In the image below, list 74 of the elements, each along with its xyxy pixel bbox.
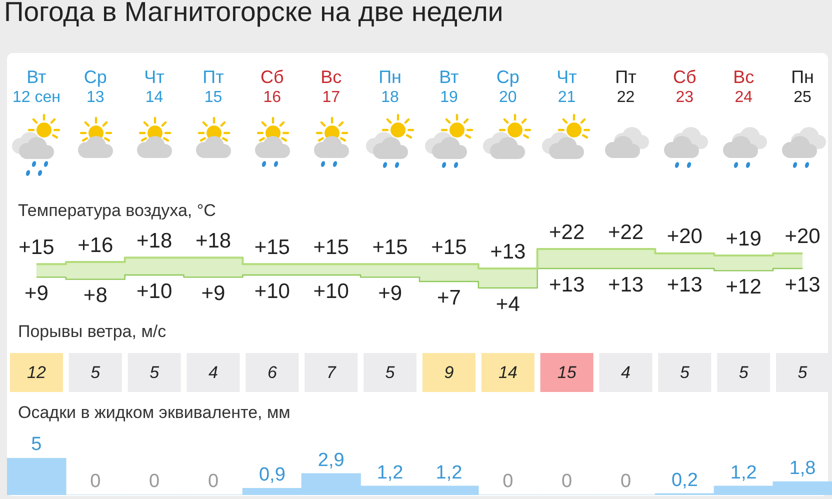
- data-label: +20: [784, 225, 820, 248]
- x-tick-label: Чт 14: [143, 66, 166, 108]
- data-label: +15: [254, 236, 290, 259]
- data-label: 5: [738, 363, 749, 382]
- data-label: 0,2: [671, 470, 698, 491]
- x-tick-label: Пт 22: [614, 66, 638, 108]
- data-label: 2,9: [318, 450, 344, 471]
- x-tick-label: Пн 18: [378, 66, 402, 108]
- data-label: 5: [798, 363, 808, 382]
- chart-title: Погода в Магнитогорске на две недели: [4, 0, 504, 27]
- data-label: 0,9: [258, 464, 286, 486]
- x-tick-label: Вт 12 сен: [11, 66, 62, 108]
- data-label: 0: [149, 471, 160, 492]
- data-label: 0: [620, 471, 632, 492]
- data-label: 0: [562, 471, 572, 492]
- data-label: +8: [83, 284, 108, 308]
- data-label: 0: [502, 471, 514, 492]
- x-tick-label: Сб 16: [260, 66, 285, 108]
- data-label: 1,2: [730, 462, 757, 484]
- data-label: +20: [666, 225, 702, 248]
- data-label: 1,2: [436, 462, 462, 484]
- chart-title: Осадки в жидком эквиваленте, мм: [18, 403, 290, 423]
- data-label: +19: [726, 227, 762, 250]
- data-label: +13: [784, 273, 820, 296]
- data-label: +15: [18, 236, 54, 259]
- x-tick-label: Чт 21: [556, 66, 578, 108]
- data-label: +16: [78, 234, 114, 257]
- data-label: 4: [208, 363, 218, 382]
- data-label: +4: [496, 292, 520, 316]
- data-label: 5: [385, 363, 396, 382]
- data-label: +15: [431, 236, 467, 259]
- x-tick-label: Ср 20: [495, 66, 520, 108]
- data-label: 0: [208, 471, 219, 492]
- data-label: 5: [31, 434, 42, 456]
- data-label: 15: [557, 363, 577, 382]
- x-tick-label: Вт 19: [438, 66, 460, 108]
- data-label: +13: [549, 273, 585, 296]
- data-label: +13: [666, 273, 702, 296]
- data-label: 9: [444, 363, 454, 382]
- data-label: 5: [150, 363, 160, 382]
- x-tick-label: Вс 24: [732, 66, 756, 108]
- chart-subtitle: Температура воздуха, °C: [18, 201, 216, 221]
- data-label: +15: [313, 236, 349, 259]
- data-label: +7: [436, 286, 461, 310]
- data-label: 4: [621, 363, 630, 382]
- data-label: +10: [313, 280, 349, 303]
- data-label: 7: [326, 363, 336, 382]
- data-label: 1,2: [376, 462, 404, 484]
- data-label: 0: [90, 471, 101, 492]
- data-label: +13: [608, 273, 644, 296]
- data-label: +22: [608, 220, 644, 244]
- data-label: +18: [136, 229, 172, 252]
- data-label: +10: [136, 280, 172, 303]
- data-label: +9: [201, 282, 226, 305]
- data-label: +22: [549, 220, 585, 244]
- x-tick-label: Пн 25: [790, 66, 815, 108]
- data-label: 12: [27, 363, 46, 382]
- x-tick-label: Сб 23: [672, 66, 698, 108]
- x-tick-label: Вс 17: [320, 66, 343, 108]
- data-label: +18: [195, 229, 232, 252]
- data-label: +12: [726, 275, 762, 298]
- data-label: 1,8: [789, 458, 816, 479]
- chart-title: Порывы ветра, м/с: [18, 322, 166, 342]
- data-label: 6: [267, 363, 278, 382]
- data-label: +10: [254, 280, 290, 303]
- data-label: +13: [490, 240, 526, 264]
- x-tick-label: Ср 13: [82, 66, 108, 108]
- data-label: 5: [680, 363, 690, 382]
- data-label: 14: [498, 363, 518, 382]
- data-label: 5: [90, 363, 101, 382]
- data-label: +9: [24, 282, 48, 305]
- data-label: +15: [372, 236, 408, 259]
- data-label: +9: [378, 282, 402, 305]
- x-tick-label: Пт 15: [202, 66, 225, 108]
